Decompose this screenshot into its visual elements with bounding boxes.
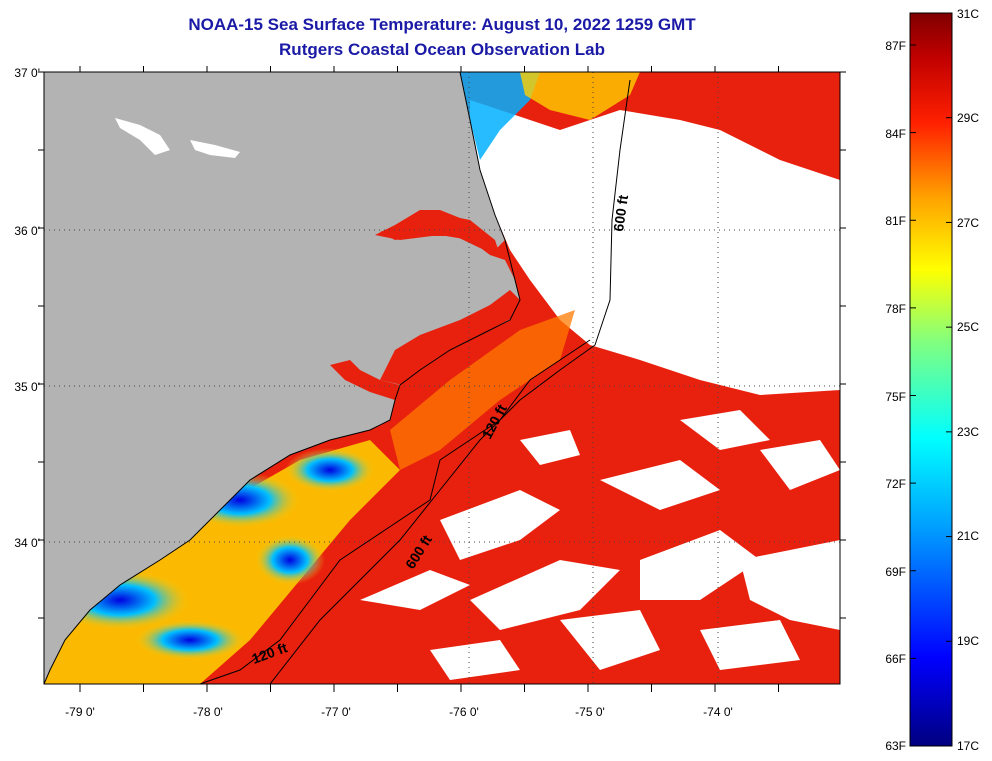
inland-reservoir bbox=[115, 118, 170, 155]
y-tick-label: 37 0' bbox=[14, 66, 40, 80]
axis-ticks bbox=[38, 66, 846, 692]
colorbar-c-label: 17C bbox=[957, 739, 979, 753]
x-tick-label: -76 0' bbox=[449, 705, 479, 719]
contour-120ft bbox=[199, 339, 591, 684]
albemarle-sound bbox=[380, 214, 500, 255]
map-plot-area bbox=[44, 72, 840, 684]
colorbar-c-label: 27C bbox=[957, 216, 979, 230]
x-tick-label: -77 0' bbox=[321, 705, 351, 719]
x-tick-label: -78 0' bbox=[193, 705, 223, 719]
colorbar: 87F 84F 81F 78F 75F 72F 69F 66F 63F 31C … bbox=[885, 7, 979, 753]
coastline bbox=[44, 72, 521, 684]
x-tick-label: -79 0' bbox=[65, 705, 95, 719]
x-tick-label: -75 0' bbox=[575, 705, 605, 719]
contour-600ft bbox=[269, 79, 631, 684]
inland-lake-east bbox=[190, 140, 240, 158]
colorbar-c-label: 29C bbox=[957, 111, 979, 125]
y-tick-label: 35 0' bbox=[14, 380, 40, 394]
colorbar-c-label: 25C bbox=[957, 320, 979, 334]
cloud-mask-southeast bbox=[360, 410, 840, 680]
contour-label-600ft-north: 600 ft bbox=[610, 194, 631, 233]
map-frame bbox=[43, 71, 841, 685]
colorbar-f-label: 81F bbox=[885, 214, 906, 228]
cool-fringe-north bbox=[460, 72, 540, 160]
colorbar-c-label: 19C bbox=[957, 634, 979, 648]
map-subtitle: Rutgers Coastal Ocean Observation Lab bbox=[279, 40, 605, 59]
colorbar-f-label: 78F bbox=[885, 302, 906, 316]
cold-patch-4 bbox=[135, 620, 245, 660]
colorbar-f-label: 72F bbox=[885, 477, 906, 491]
colorbar-f-label: 87F bbox=[885, 39, 906, 53]
x-tick-label: -74 0' bbox=[703, 705, 733, 719]
colorbar-c-label: 31C bbox=[957, 7, 979, 21]
colorbar-f-label: 75F bbox=[885, 390, 906, 404]
colorbar-f-label: 66F bbox=[885, 652, 906, 666]
colorbar-gradient bbox=[909, 12, 953, 747]
warm-orange-band bbox=[390, 310, 575, 470]
pamlico-sound bbox=[380, 290, 520, 385]
colorbar-c-label: 23C bbox=[957, 425, 979, 439]
map-title: NOAA-15 Sea Surface Temperature: August … bbox=[188, 15, 696, 34]
yellow-fringe-north bbox=[520, 72, 640, 120]
y-tick-label: 36 0' bbox=[14, 224, 40, 238]
y-tick-label: 34 0' bbox=[14, 536, 40, 550]
colorbar-f-label: 84F bbox=[885, 127, 906, 141]
cold-patch-5 bbox=[255, 535, 325, 585]
land-mass bbox=[44, 72, 520, 684]
cold-patch-3 bbox=[285, 448, 375, 492]
colorbar-f-label: 63F bbox=[885, 739, 906, 753]
graticule bbox=[44, 72, 840, 684]
colorbar-f-label: 69F bbox=[885, 565, 906, 579]
colorbar-c-label: 21C bbox=[957, 529, 979, 543]
